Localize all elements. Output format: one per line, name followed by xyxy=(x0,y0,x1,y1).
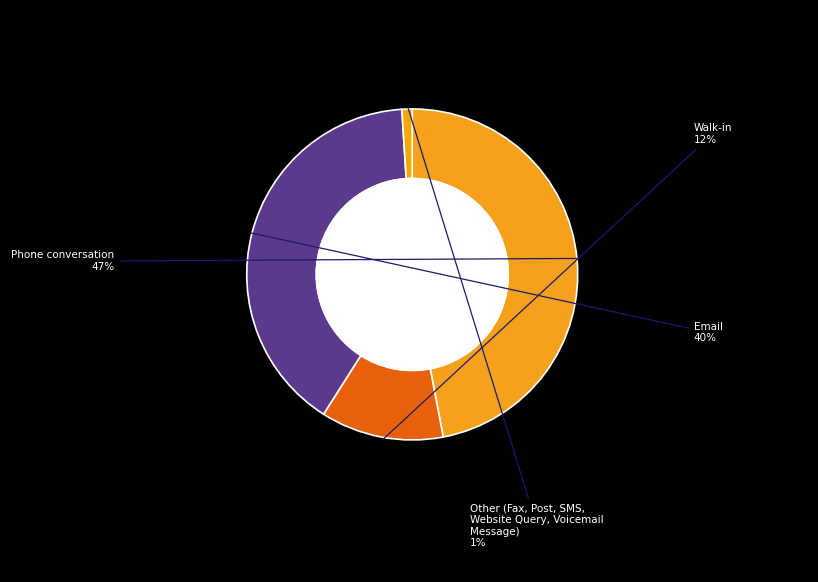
Text: Phone conversation
47%: Phone conversation 47% xyxy=(11,250,579,272)
Text: Walk-in
12%: Walk-in 12% xyxy=(382,123,732,440)
Wedge shape xyxy=(247,109,407,414)
Text: Other (Fax, Post, SMS,
Website Query, Voicemail
Message)
1%: Other (Fax, Post, SMS, Website Query, Vo… xyxy=(407,107,604,548)
Text: Email
40%: Email 40% xyxy=(249,233,722,343)
Circle shape xyxy=(317,179,508,370)
Wedge shape xyxy=(412,109,578,437)
Wedge shape xyxy=(324,356,443,440)
Wedge shape xyxy=(402,109,412,179)
